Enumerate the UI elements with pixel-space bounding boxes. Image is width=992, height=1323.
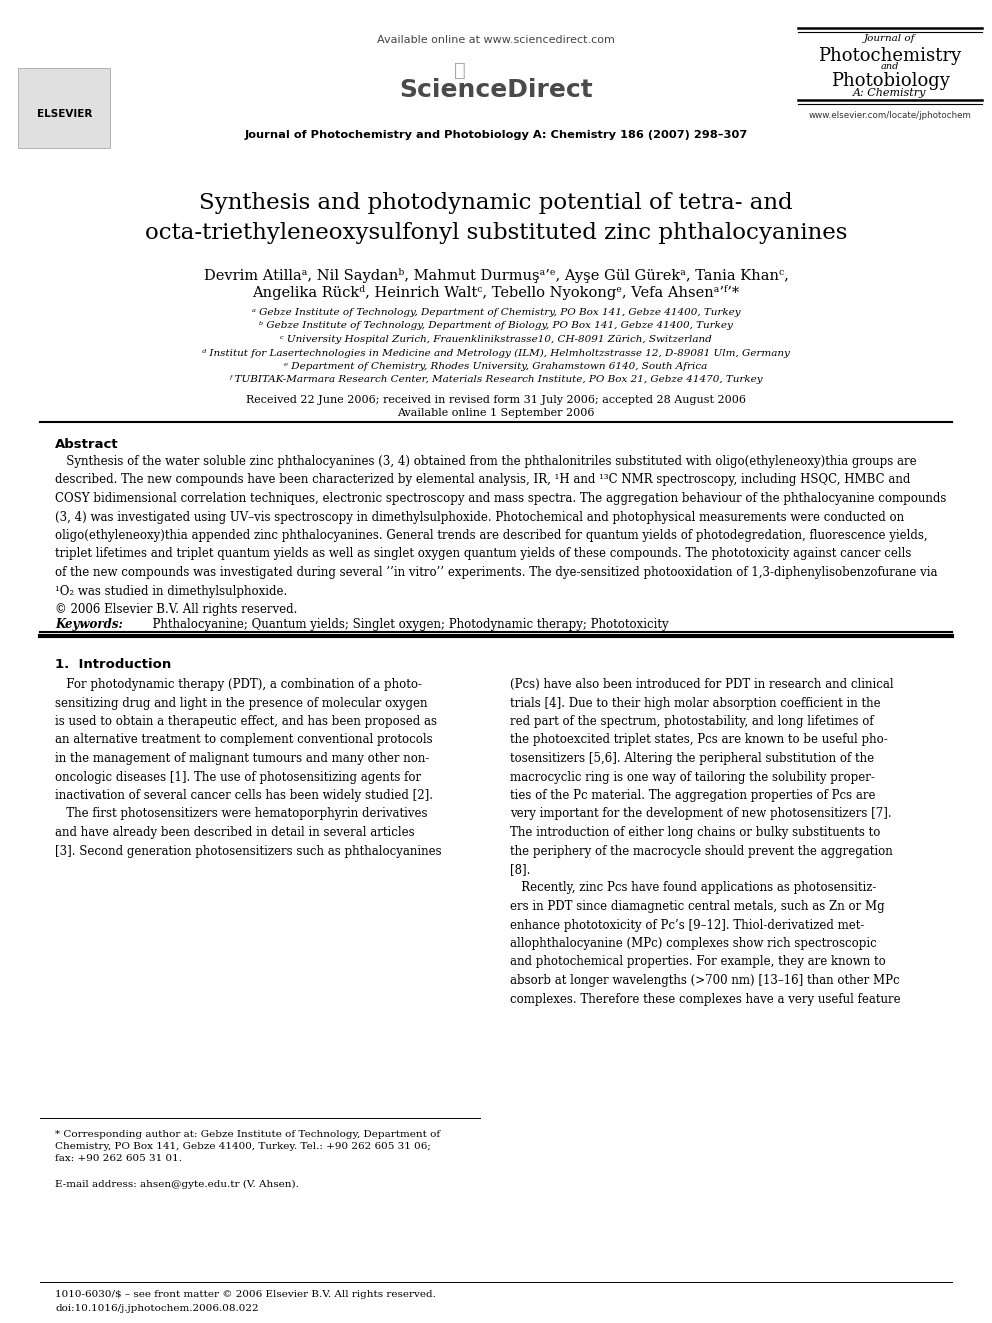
Text: Phthalocyanine; Quantum yields; Singlet oxygen; Photodynamic therapy; Phototoxic: Phthalocyanine; Quantum yields; Singlet …	[145, 618, 669, 631]
Text: For photodynamic therapy (PDT), a combination of a photo-
sensitizing drug and l: For photodynamic therapy (PDT), a combin…	[55, 677, 441, 857]
Text: A: Chemistry: A: Chemistry	[853, 89, 927, 98]
Text: Devrim Atillaᵃ, Nil Saydanᵇ, Mahmut Durmuşᵃ’ᵉ, Ayşe Gül Gürekᵃ, Tania Khanᶜ,: Devrim Atillaᵃ, Nil Saydanᵇ, Mahmut Durm…	[203, 269, 789, 283]
Text: * Corresponding author at: Gebze Institute of Technology, Department of
Chemistr: * Corresponding author at: Gebze Institu…	[55, 1130, 440, 1163]
Text: ᵇ Gebze Institute of Technology, Department of Biology, PO Box 141, Gebze 41400,: ᵇ Gebze Institute of Technology, Departm…	[259, 321, 733, 331]
Text: Photochemistry: Photochemistry	[818, 48, 961, 65]
Text: (Pcs) have also been introduced for PDT in research and clinical
trials [4]. Due: (Pcs) have also been introduced for PDT …	[510, 677, 901, 1005]
Text: ᶠ TUBITAK-Marmara Research Center, Materials Research Institute, PO Box 21, Gebz: ᶠ TUBITAK-Marmara Research Center, Mater…	[229, 376, 763, 385]
Text: ScienceDirect: ScienceDirect	[399, 78, 593, 102]
Text: and: and	[881, 62, 899, 71]
Text: ᵈ Institut for Lasertechnologies in Medicine and Metrology (ILM), Helmholtzstras: ᵈ Institut for Lasertechnologies in Medi…	[202, 348, 790, 357]
Text: Photobiology: Photobiology	[830, 71, 949, 90]
Text: Journal of: Journal of	[864, 34, 916, 44]
Text: ᵉ Department of Chemistry, Rhodes University, Grahamstown 6140, South Africa: ᵉ Department of Chemistry, Rhodes Univer…	[285, 363, 707, 370]
Text: E-mail address: ahsen@gyte.edu.tr (V. Ahsen).: E-mail address: ahsen@gyte.edu.tr (V. Ah…	[55, 1180, 299, 1189]
Text: Abstract: Abstract	[55, 438, 119, 451]
Text: ᵃ Gebze Institute of Technology, Department of Chemistry, PO Box 141, Gebze 4140: ᵃ Gebze Institute of Technology, Departm…	[252, 308, 740, 318]
Text: Synthesis and photodynamic potential of tetra- and
octa-triethyleneoxysulfonyl s: Synthesis and photodynamic potential of …	[145, 192, 847, 245]
Text: Available online 1 September 2006: Available online 1 September 2006	[397, 407, 595, 418]
Text: doi:10.1016/j.jphotochem.2006.08.022: doi:10.1016/j.jphotochem.2006.08.022	[55, 1304, 259, 1312]
Text: Keywords:: Keywords:	[55, 618, 123, 631]
Text: 1010-6030/$ – see front matter © 2006 Elsevier B.V. All rights reserved.: 1010-6030/$ – see front matter © 2006 El…	[55, 1290, 435, 1299]
Text: Synthesis of the water soluble zinc phthalocyanines (3, 4) obtained from the pht: Synthesis of the water soluble zinc phth…	[55, 455, 946, 617]
Text: ELSEVIER: ELSEVIER	[38, 108, 92, 119]
Text: www.elsevier.com/locate/jphotochem: www.elsevier.com/locate/jphotochem	[808, 111, 971, 120]
Text: Angelika Rückᵈ, Heinrich Waltᶜ, Tebello Nyokongᵉ, Vefa Ahsenᵃ’ᶠ’*: Angelika Rückᵈ, Heinrich Waltᶜ, Tebello …	[252, 284, 740, 300]
Text: Journal of Photochemistry and Photobiology A: Chemistry 186 (2007) 298–307: Journal of Photochemistry and Photobiolo…	[244, 130, 748, 140]
Text: Available online at www.sciencedirect.com: Available online at www.sciencedirect.co…	[377, 34, 615, 45]
Text: Received 22 June 2006; received in revised form 31 July 2006; accepted 28 August: Received 22 June 2006; received in revis…	[246, 396, 746, 405]
Text: 1.  Introduction: 1. Introduction	[55, 658, 172, 671]
Text: ᶜ University Hospital Zurich, Frauenklinikstrasse10, CH-8091 Zürich, Switzerland: ᶜ University Hospital Zurich, Frauenklin…	[280, 335, 712, 344]
FancyBboxPatch shape	[18, 67, 110, 148]
Text: ✦: ✦	[454, 62, 466, 79]
